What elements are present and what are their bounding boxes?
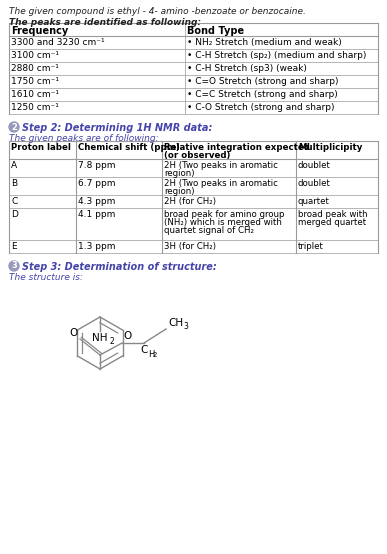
Text: 1250 cm⁻¹: 1250 cm⁻¹ (11, 103, 59, 112)
Circle shape (9, 261, 19, 271)
Text: O: O (123, 331, 131, 341)
Text: quartet signal of CH₂: quartet signal of CH₂ (164, 226, 254, 235)
Text: quartet: quartet (298, 197, 330, 206)
Text: Relative integration expected: Relative integration expected (164, 143, 310, 152)
Text: A: A (11, 161, 17, 170)
Text: The given compound is ethyl - 4- amino -benzoate or benzocaine.: The given compound is ethyl - 4- amino -… (9, 7, 306, 16)
Text: 1.3 ppm: 1.3 ppm (78, 242, 115, 251)
Text: Bond Type: Bond Type (187, 26, 244, 36)
Text: Proton label: Proton label (11, 143, 71, 152)
Text: B: B (11, 179, 17, 188)
Text: 3: 3 (11, 261, 17, 270)
Text: 2H (Two peaks in aromatic: 2H (Two peaks in aromatic (164, 161, 278, 170)
Text: E: E (11, 242, 17, 251)
Text: 2: 2 (109, 337, 114, 346)
Text: Chemical shift (ppm): Chemical shift (ppm) (78, 143, 180, 152)
Text: doublet: doublet (298, 179, 331, 188)
Text: Multiplicipity: Multiplicipity (298, 143, 362, 152)
Text: 6.7 ppm: 6.7 ppm (78, 179, 115, 188)
Text: • C-H Stretch (sp₂) (medium and sharp): • C-H Stretch (sp₂) (medium and sharp) (187, 51, 366, 60)
Text: C: C (11, 197, 17, 206)
Text: NH: NH (92, 333, 108, 343)
Text: broad peak with: broad peak with (298, 210, 368, 219)
Text: • C=O Stretch (strong and sharp): • C=O Stretch (strong and sharp) (187, 77, 339, 86)
Text: H: H (148, 350, 154, 359)
Text: 2H (for CH₂): 2H (for CH₂) (164, 197, 216, 206)
Text: Step 3: Determination of structure:: Step 3: Determination of structure: (22, 262, 217, 272)
Text: 3100 cm⁻¹: 3100 cm⁻¹ (11, 51, 59, 60)
Text: CH: CH (168, 318, 183, 328)
Text: The structure is:: The structure is: (9, 273, 83, 282)
Text: • C=C Stretch (strong and sharp): • C=C Stretch (strong and sharp) (187, 90, 338, 99)
Text: region): region) (164, 169, 195, 178)
Text: • C-H Stretch (sp3) (weak): • C-H Stretch (sp3) (weak) (187, 64, 307, 73)
Text: Frequency: Frequency (11, 26, 68, 36)
Text: C: C (140, 345, 148, 355)
Text: • C-O Stretch (strong and sharp): • C-O Stretch (strong and sharp) (187, 103, 334, 112)
Text: • NH₂ Stretch (medium and weak): • NH₂ Stretch (medium and weak) (187, 38, 342, 47)
Text: The given peaks are of following:: The given peaks are of following: (9, 134, 159, 143)
Text: 3: 3 (183, 322, 188, 331)
Text: O: O (70, 328, 78, 338)
Text: 7.8 ppm: 7.8 ppm (78, 161, 115, 170)
Text: 1750 cm⁻¹: 1750 cm⁻¹ (11, 77, 59, 86)
Text: broad peak for amino group: broad peak for amino group (164, 210, 284, 219)
Circle shape (9, 122, 19, 132)
Text: (or observed): (or observed) (164, 151, 230, 160)
Text: doublet: doublet (298, 161, 331, 170)
Text: 3H (for CH₂): 3H (for CH₂) (164, 242, 216, 251)
Text: 4.1 ppm: 4.1 ppm (78, 210, 115, 219)
Text: Step 2: Determining 1H NMR data:: Step 2: Determining 1H NMR data: (22, 123, 212, 133)
Text: 2880 cm⁻¹: 2880 cm⁻¹ (11, 64, 59, 73)
Text: 2: 2 (153, 352, 158, 358)
Text: D: D (11, 210, 18, 219)
Text: 2H (Two peaks in aromatic: 2H (Two peaks in aromatic (164, 179, 278, 188)
Text: merged quartet: merged quartet (298, 218, 366, 227)
Text: region): region) (164, 187, 195, 196)
Text: 2: 2 (11, 122, 17, 131)
Text: 1610 cm⁻¹: 1610 cm⁻¹ (11, 90, 59, 99)
Text: The peaks are identified as following:: The peaks are identified as following: (9, 18, 201, 27)
Text: (NH₂) which is merged with: (NH₂) which is merged with (164, 218, 282, 227)
Text: triplet: triplet (298, 242, 324, 251)
Text: 4.3 ppm: 4.3 ppm (78, 197, 115, 206)
Text: 3300 and 3230 cm⁻¹: 3300 and 3230 cm⁻¹ (11, 38, 104, 47)
